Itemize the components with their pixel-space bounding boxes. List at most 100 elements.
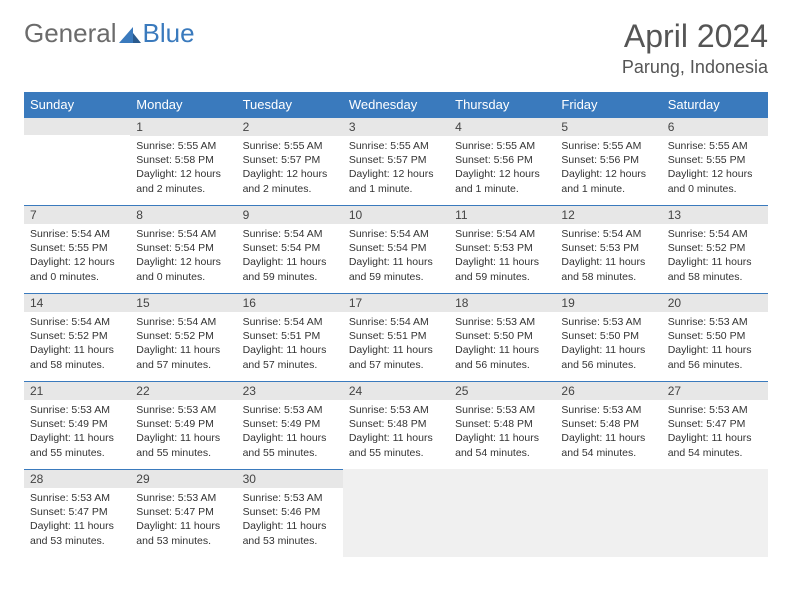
weekday-header: Wednesday: [343, 92, 449, 117]
calendar-cell: 19Sunrise: 5:53 AMSunset: 5:50 PMDayligh…: [555, 293, 661, 381]
logo-text-general: General: [24, 18, 117, 49]
day-number: 16: [237, 293, 343, 312]
calendar-cell: 15Sunrise: 5:54 AMSunset: 5:52 PMDayligh…: [130, 293, 236, 381]
day-number: 6: [662, 117, 768, 136]
day-content: Sunrise: 5:55 AMSunset: 5:56 PMDaylight:…: [555, 136, 661, 200]
calendar-cell: 5Sunrise: 5:55 AMSunset: 5:56 PMDaylight…: [555, 117, 661, 205]
calendar-cell: 18Sunrise: 5:53 AMSunset: 5:50 PMDayligh…: [449, 293, 555, 381]
calendar-cell: 27Sunrise: 5:53 AMSunset: 5:47 PMDayligh…: [662, 381, 768, 469]
calendar-cell: 8Sunrise: 5:54 AMSunset: 5:54 PMDaylight…: [130, 205, 236, 293]
day-number: 15: [130, 293, 236, 312]
day-number: 17: [343, 293, 449, 312]
day-content: Sunrise: 5:54 AMSunset: 5:52 PMDaylight:…: [130, 312, 236, 376]
day-content: Sunrise: 5:53 AMSunset: 5:48 PMDaylight:…: [343, 400, 449, 464]
day-number: 3: [343, 117, 449, 136]
calendar-cell: 3Sunrise: 5:55 AMSunset: 5:57 PMDaylight…: [343, 117, 449, 205]
calendar-cell: 9Sunrise: 5:54 AMSunset: 5:54 PMDaylight…: [237, 205, 343, 293]
day-number: 12: [555, 205, 661, 224]
day-number: 28: [24, 469, 130, 488]
day-content: Sunrise: 5:54 AMSunset: 5:52 PMDaylight:…: [24, 312, 130, 376]
day-number: 2: [237, 117, 343, 136]
calendar-row: 7Sunrise: 5:54 AMSunset: 5:55 PMDaylight…: [24, 205, 768, 293]
calendar-cell: [24, 117, 130, 205]
calendar-cell: [449, 469, 555, 557]
calendar-cell: 14Sunrise: 5:54 AMSunset: 5:52 PMDayligh…: [24, 293, 130, 381]
day-number: 29: [130, 469, 236, 488]
calendar-cell: [555, 469, 661, 557]
day-number: 7: [24, 205, 130, 224]
day-number: 14: [24, 293, 130, 312]
calendar-cell: 26Sunrise: 5:53 AMSunset: 5:48 PMDayligh…: [555, 381, 661, 469]
calendar-cell: 13Sunrise: 5:54 AMSunset: 5:52 PMDayligh…: [662, 205, 768, 293]
day-number: 9: [237, 205, 343, 224]
weekday-header: Sunday: [24, 92, 130, 117]
weekday-header: Monday: [130, 92, 236, 117]
calendar-row: 28Sunrise: 5:53 AMSunset: 5:47 PMDayligh…: [24, 469, 768, 557]
logo-triangle-icon: [119, 25, 141, 43]
month-title: April 2024: [622, 18, 768, 55]
day-number: 26: [555, 381, 661, 400]
day-content: Sunrise: 5:53 AMSunset: 5:49 PMDaylight:…: [237, 400, 343, 464]
day-content: Sunrise: 5:53 AMSunset: 5:46 PMDaylight:…: [237, 488, 343, 552]
calendar-cell: 24Sunrise: 5:53 AMSunset: 5:48 PMDayligh…: [343, 381, 449, 469]
weekday-header: Friday: [555, 92, 661, 117]
calendar-cell: 20Sunrise: 5:53 AMSunset: 5:50 PMDayligh…: [662, 293, 768, 381]
calendar-cell: 16Sunrise: 5:54 AMSunset: 5:51 PMDayligh…: [237, 293, 343, 381]
day-number: 25: [449, 381, 555, 400]
calendar-cell: 29Sunrise: 5:53 AMSunset: 5:47 PMDayligh…: [130, 469, 236, 557]
weekday-header: Tuesday: [237, 92, 343, 117]
empty-day-content: [24, 135, 130, 185]
day-number: 22: [130, 381, 236, 400]
calendar-cell: 10Sunrise: 5:54 AMSunset: 5:54 PMDayligh…: [343, 205, 449, 293]
day-content: Sunrise: 5:55 AMSunset: 5:57 PMDaylight:…: [343, 136, 449, 200]
day-content: Sunrise: 5:55 AMSunset: 5:55 PMDaylight:…: [662, 136, 768, 200]
calendar-cell: 17Sunrise: 5:54 AMSunset: 5:51 PMDayligh…: [343, 293, 449, 381]
day-content: Sunrise: 5:53 AMSunset: 5:48 PMDaylight:…: [449, 400, 555, 464]
day-content: Sunrise: 5:53 AMSunset: 5:48 PMDaylight:…: [555, 400, 661, 464]
logo: General Blue: [24, 18, 195, 49]
day-number: 18: [449, 293, 555, 312]
calendar-row: 21Sunrise: 5:53 AMSunset: 5:49 PMDayligh…: [24, 381, 768, 469]
calendar-cell: 7Sunrise: 5:54 AMSunset: 5:55 PMDaylight…: [24, 205, 130, 293]
day-number: 20: [662, 293, 768, 312]
day-content: Sunrise: 5:53 AMSunset: 5:49 PMDaylight:…: [130, 400, 236, 464]
weekday-header-row: SundayMondayTuesdayWednesdayThursdayFrid…: [24, 92, 768, 117]
day-content: Sunrise: 5:53 AMSunset: 5:50 PMDaylight:…: [555, 312, 661, 376]
day-content: Sunrise: 5:54 AMSunset: 5:51 PMDaylight:…: [343, 312, 449, 376]
calendar-cell: 12Sunrise: 5:54 AMSunset: 5:53 PMDayligh…: [555, 205, 661, 293]
day-number: 8: [130, 205, 236, 224]
day-number: 5: [555, 117, 661, 136]
calendar-row: 1Sunrise: 5:55 AMSunset: 5:58 PMDaylight…: [24, 117, 768, 205]
day-content: Sunrise: 5:53 AMSunset: 5:47 PMDaylight:…: [130, 488, 236, 552]
calendar-cell: [343, 469, 449, 557]
day-number: 10: [343, 205, 449, 224]
day-content: Sunrise: 5:53 AMSunset: 5:49 PMDaylight:…: [24, 400, 130, 464]
calendar-body: 1Sunrise: 5:55 AMSunset: 5:58 PMDaylight…: [24, 117, 768, 557]
day-content: Sunrise: 5:54 AMSunset: 5:54 PMDaylight:…: [130, 224, 236, 288]
day-number: 27: [662, 381, 768, 400]
calendar-table: SundayMondayTuesdayWednesdayThursdayFrid…: [24, 92, 768, 557]
day-content: Sunrise: 5:55 AMSunset: 5:57 PMDaylight:…: [237, 136, 343, 200]
logo-text-blue: Blue: [143, 18, 195, 49]
calendar-cell: 11Sunrise: 5:54 AMSunset: 5:53 PMDayligh…: [449, 205, 555, 293]
day-number: 19: [555, 293, 661, 312]
day-number: 30: [237, 469, 343, 488]
day-number: 24: [343, 381, 449, 400]
weekday-header: Thursday: [449, 92, 555, 117]
day-number: 21: [24, 381, 130, 400]
day-content: Sunrise: 5:53 AMSunset: 5:47 PMDaylight:…: [24, 488, 130, 552]
calendar-cell: 28Sunrise: 5:53 AMSunset: 5:47 PMDayligh…: [24, 469, 130, 557]
day-number: 23: [237, 381, 343, 400]
calendar-cell: 23Sunrise: 5:53 AMSunset: 5:49 PMDayligh…: [237, 381, 343, 469]
calendar-cell: 2Sunrise: 5:55 AMSunset: 5:57 PMDaylight…: [237, 117, 343, 205]
day-content: Sunrise: 5:53 AMSunset: 5:47 PMDaylight:…: [662, 400, 768, 464]
calendar-cell: 21Sunrise: 5:53 AMSunset: 5:49 PMDayligh…: [24, 381, 130, 469]
calendar-cell: 22Sunrise: 5:53 AMSunset: 5:49 PMDayligh…: [130, 381, 236, 469]
calendar-row: 14Sunrise: 5:54 AMSunset: 5:52 PMDayligh…: [24, 293, 768, 381]
day-content: Sunrise: 5:54 AMSunset: 5:53 PMDaylight:…: [555, 224, 661, 288]
calendar-cell: 1Sunrise: 5:55 AMSunset: 5:58 PMDaylight…: [130, 117, 236, 205]
calendar-cell: 6Sunrise: 5:55 AMSunset: 5:55 PMDaylight…: [662, 117, 768, 205]
day-number: 1: [130, 117, 236, 136]
day-content: Sunrise: 5:54 AMSunset: 5:54 PMDaylight:…: [343, 224, 449, 288]
location: Parung, Indonesia: [622, 57, 768, 78]
